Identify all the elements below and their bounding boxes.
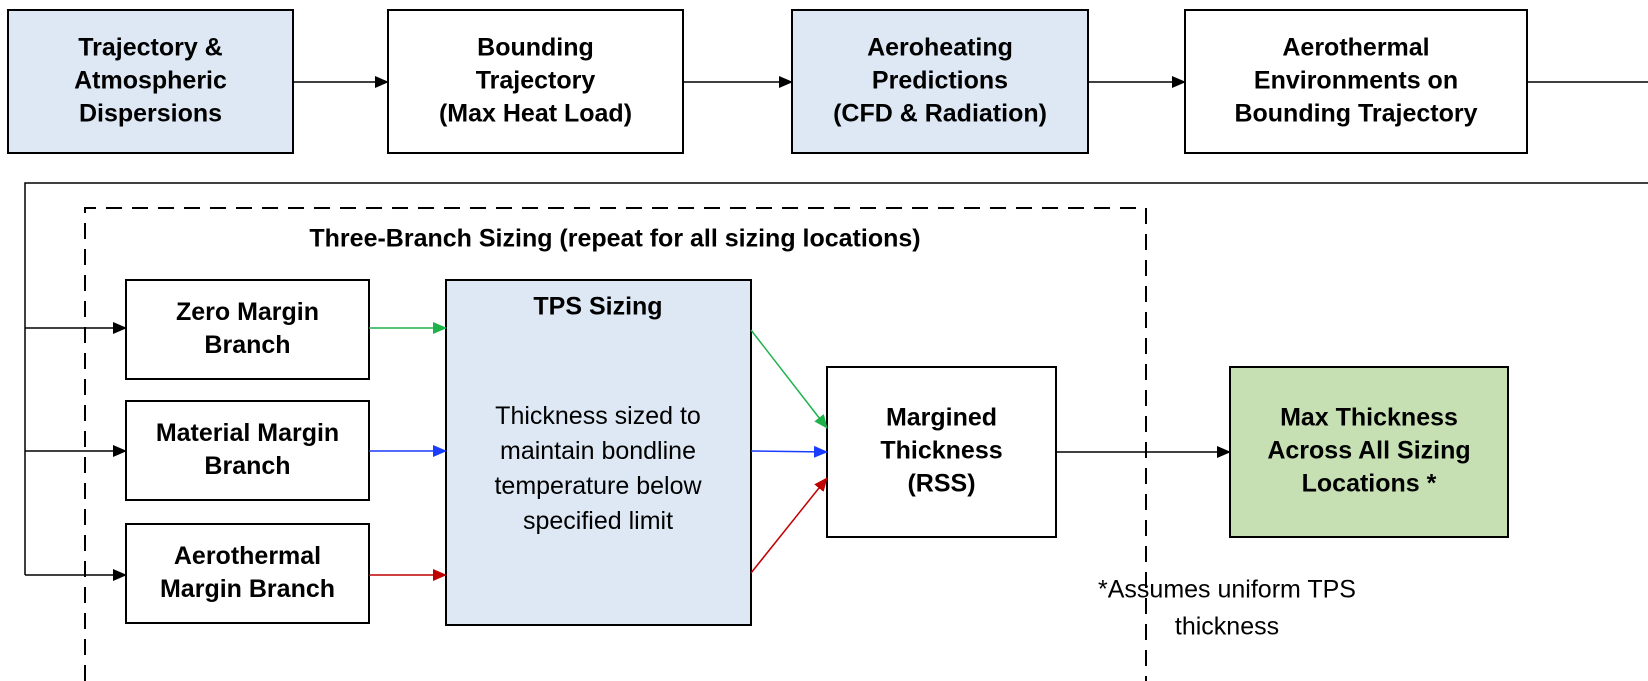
label: Thickness: [880, 437, 1002, 465]
label: TPS Sizing: [533, 293, 662, 321]
label: Aerothermal: [1282, 34, 1429, 62]
label: Dispersions: [79, 100, 222, 128]
arrow: [750, 477, 828, 574]
arrow: [750, 329, 828, 429]
label: Locations *: [1302, 470, 1437, 498]
label: Branch: [204, 452, 290, 480]
label: Environments on: [1254, 67, 1458, 95]
box: [1184, 9, 1528, 154]
label: (CFD & Radiation): [833, 100, 1047, 128]
box: [1229, 366, 1509, 538]
connector: [24, 182, 1648, 575]
label: Zero Margin: [176, 298, 319, 326]
label: Trajectory &: [78, 34, 223, 62]
box: [445, 279, 752, 626]
box: [125, 400, 370, 501]
label: Margined: [886, 404, 997, 432]
box: [826, 366, 1057, 538]
label: thickness: [1175, 613, 1279, 641]
label: Bounding: [477, 34, 594, 62]
label: Across All Sizing: [1267, 437, 1470, 465]
label: Margin Branch: [160, 575, 335, 603]
labels: Trajectory & Atmospheric Dispersions Boundi…: [74, 34, 1478, 641]
label: Material Margin: [156, 419, 339, 447]
label: Thickness sized to: [495, 402, 701, 430]
label: Branch: [204, 331, 290, 359]
label: *Assumes uniform TPS: [1098, 576, 1356, 604]
label: Aeroheating: [867, 34, 1013, 62]
label: Max Thickness: [1280, 404, 1458, 432]
label: Trajectory: [476, 67, 596, 95]
label: (Max Heat Load): [439, 100, 632, 128]
box: [125, 523, 370, 624]
label: specified limit: [523, 507, 673, 535]
box: [387, 9, 684, 154]
label: Aerothermal: [174, 542, 321, 570]
group-border: [84, 207, 1147, 681]
label: Predictions: [872, 67, 1008, 95]
box: [125, 279, 370, 380]
label: maintain bondline: [500, 437, 696, 465]
box: [7, 9, 294, 154]
label: temperature below: [494, 472, 702, 500]
label: Atmospheric: [74, 67, 227, 95]
label: Bounding Trajectory: [1234, 100, 1477, 128]
box: [791, 9, 1089, 154]
label: (RSS): [907, 470, 975, 498]
arrow: [750, 445, 828, 458]
label: Three-Branch Sizing (repeat for all sizi…: [309, 225, 920, 253]
